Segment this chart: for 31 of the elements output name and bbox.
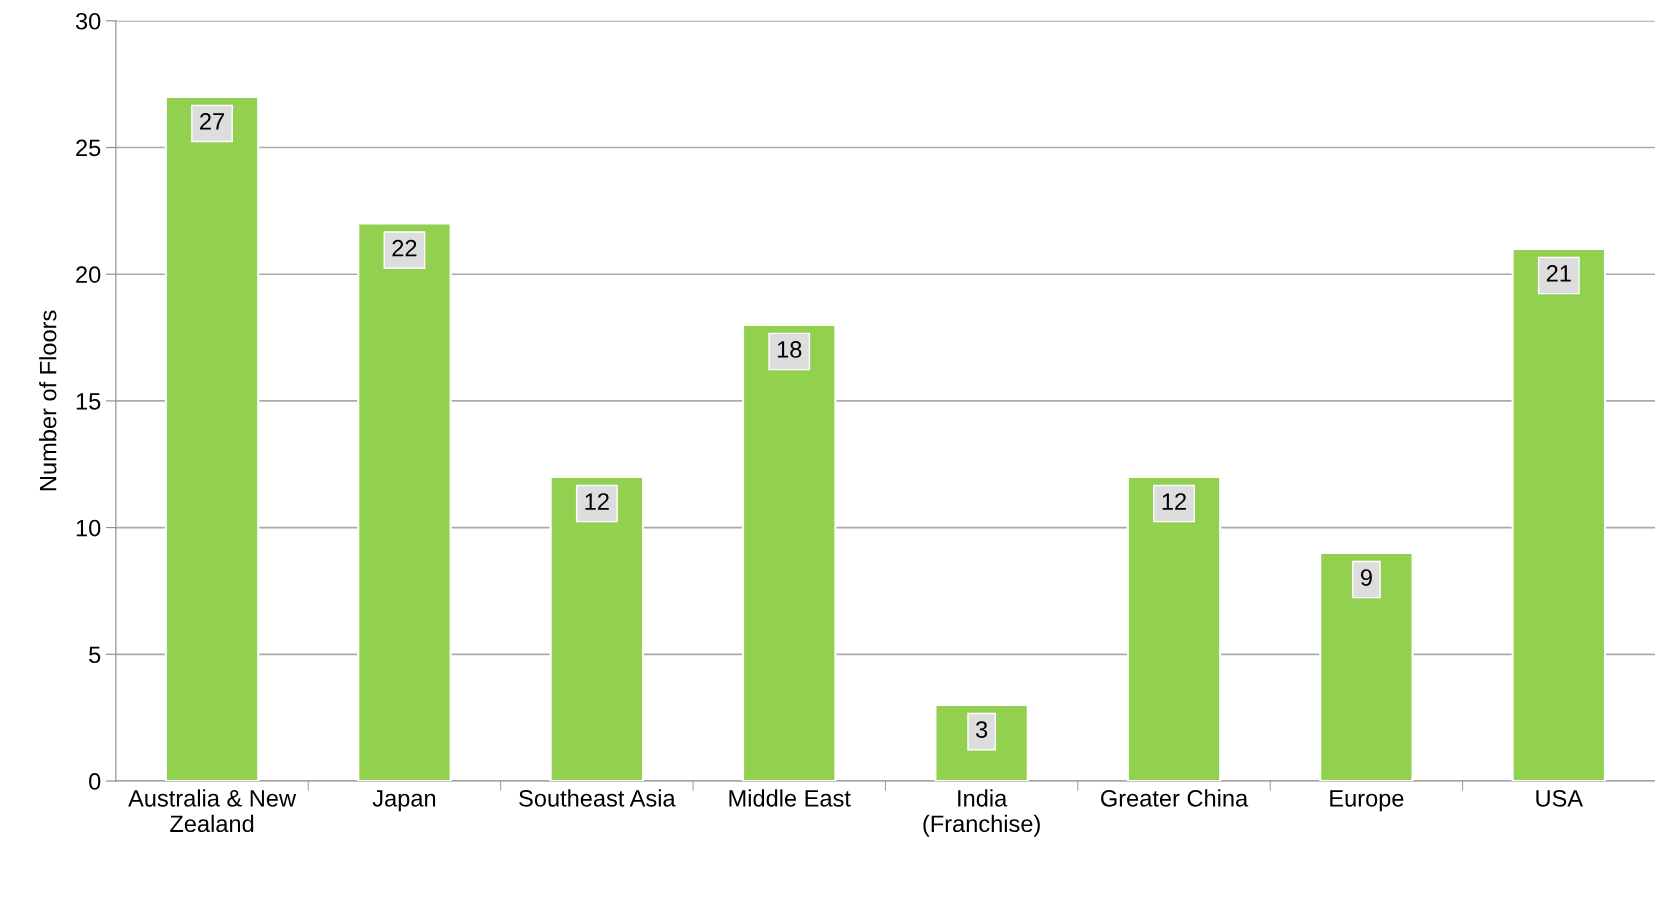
x-tick-label: Greater China — [1101, 789, 1249, 807]
bar — [1511, 247, 1607, 782]
bar — [549, 475, 645, 782]
data-label: 3 — [975, 721, 988, 738]
bar — [164, 95, 260, 782]
x-tick-label: Middle East — [729, 789, 851, 807]
data-label: 18 — [777, 341, 802, 358]
bar — [1319, 551, 1414, 782]
x-tick-label: India (Franchise) — [923, 789, 1040, 837]
y-tick-label: 25 — [76, 139, 101, 157]
x-tick-label: Japan — [372, 790, 436, 812]
x-tick-label: USA — [1536, 789, 1584, 807]
data-label: 22 — [392, 239, 417, 257]
y-axis-title: Number of Floors — [39, 310, 57, 491]
y-tick-label: 5 — [89, 646, 101, 664]
y-tick-label: 15 — [76, 393, 101, 410]
data-label: 21 — [1546, 265, 1571, 282]
x-tick-label: Europe — [1330, 790, 1404, 812]
data-label: 12 — [585, 493, 609, 510]
y-tick-label: 0 — [89, 773, 101, 790]
bar — [1126, 475, 1222, 782]
bar — [357, 222, 452, 782]
data-label: 27 — [200, 113, 224, 130]
y-tick-label: 10 — [76, 519, 101, 537]
x-tick-label: Southeast Asia — [519, 789, 676, 807]
y-tick-label: 30 — [75, 12, 101, 30]
bar — [742, 323, 837, 782]
x-tick-label: Australia & New Zealand — [128, 789, 297, 833]
data-label: 12 — [1162, 493, 1186, 510]
data-label: 9 — [1360, 569, 1372, 586]
y-tick-label: 20 — [76, 266, 101, 283]
